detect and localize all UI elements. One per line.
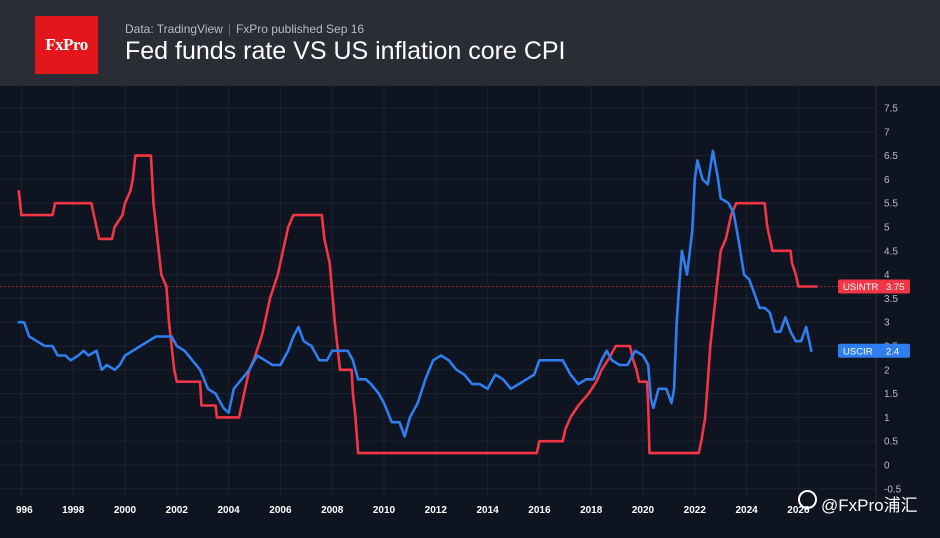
x-tick-label: 2024 [735, 505, 758, 516]
y-tick-label: 5 [884, 223, 890, 234]
badge-series-name: USCIR [843, 346, 873, 357]
x-tick-label: 2014 [476, 505, 499, 516]
last-value-badge [838, 279, 910, 294]
y-tick-label: 6 [884, 175, 890, 186]
chart-area: -0.500.511.522.533.544.555.566.577.5 996… [0, 86, 940, 538]
logo-text: FxPro [45, 35, 88, 54]
watermark-text: @FxPro浦汇 [821, 496, 918, 515]
y-tick-label: 3 [884, 318, 890, 329]
x-axis: 996 1998 2000 2002 2004 2006 2008 2010 2012 2014 2… [16, 505, 810, 516]
y-tick-label: -0.5 [884, 484, 902, 495]
last-value-badge [838, 343, 910, 358]
y-tick-label: 0 [884, 461, 890, 472]
meta-separator: | [227, 22, 231, 36]
chart-title: Fed funds rate VS US inflation core CPI [125, 37, 566, 65]
y-tick-label: 1 [884, 413, 890, 424]
header: FxPro Data: TradingView | FxPro published … [0, 0, 940, 86]
y-tick-label: 1.5 [884, 389, 898, 400]
x-tick-label: 996 [16, 505, 33, 516]
y-tick-label: 7 [884, 127, 890, 138]
x-tick-label: 2008 [321, 505, 344, 516]
x-tick-label: 2018 [580, 505, 603, 516]
y-tick-label: 7.5 [884, 104, 898, 115]
x-tick-label: 2020 [632, 505, 655, 516]
x-tick-label: 2012 [425, 505, 448, 516]
y-tick-label: 2 [884, 365, 890, 376]
badge-value: 3.75 [886, 282, 905, 293]
last-value-badges: USINTR 3.75 USCIR 2.4 [838, 279, 910, 358]
y-tick-label: 3.5 [884, 294, 898, 305]
x-tick-label: 2006 [269, 505, 292, 516]
y-tick-label: 4.5 [884, 246, 898, 257]
badge-series-name: USINTR [843, 282, 879, 293]
y-tick-label: 0.5 [884, 437, 898, 448]
series-line-uscir [17, 149, 813, 438]
y-tick-label: 5.5 [884, 199, 898, 210]
x-tick-label: 2002 [166, 505, 189, 516]
x-tick-label: 2000 [114, 505, 137, 516]
series-lines [0, 149, 876, 455]
y-axis: -0.500.511.522.533.544.555.566.577.5 [884, 104, 902, 496]
weibo-icon [798, 490, 817, 509]
x-tick-label: 2022 [684, 505, 707, 516]
meta-publisher: FxPro published Sep 16 [235, 22, 365, 36]
y-tick-label: 4 [884, 270, 890, 281]
x-tick-label: 1998 [62, 505, 85, 516]
chart-meta: Data: TradingView | FxPro published Sep 16 [125, 22, 364, 36]
fxpro-logo: FxPro [35, 16, 98, 74]
x-tick-label: 2004 [217, 505, 240, 516]
x-tick-label: 2010 [373, 505, 396, 516]
badge-value: 2.4 [886, 346, 899, 357]
series-line-usintr [17, 154, 818, 455]
watermark: @FxPro浦汇 [798, 490, 918, 516]
plot-background [0, 86, 940, 538]
x-tick-label: 2026 [787, 505, 810, 516]
meta-source: Data: TradingView [125, 22, 223, 36]
grid [0, 86, 876, 496]
y-tick-label: 6.5 [884, 151, 898, 162]
x-tick-label: 2016 [528, 505, 551, 516]
